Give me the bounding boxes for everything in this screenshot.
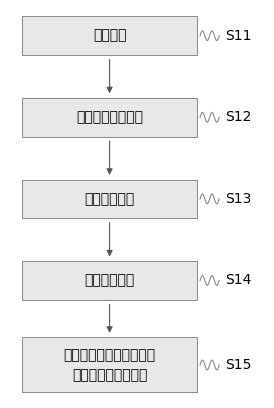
Bar [22,180,197,218]
Bar [22,337,197,392]
Text: 设置第三地址: 设置第三地址 [84,273,135,288]
Text: 设置第二地址: 设置第二地址 [84,192,135,206]
Text: S14: S14 [225,273,251,288]
Text: S13: S13 [225,192,251,206]
Bar [22,98,197,137]
Bar [22,261,197,300]
Text: S12: S12 [225,110,251,124]
Bar [22,16,197,55]
Text: S15: S15 [225,358,251,372]
Text: S11: S11 [225,29,251,43]
Text: 初次安装: 初次安装 [93,29,126,43]
Text: 存储路灯安装信息: 存储路灯安装信息 [76,110,143,124]
Text: 发送单灯、分区和整体的
开关及调光控制命令: 发送单灯、分区和整体的 开关及调光控制命令 [64,348,156,382]
